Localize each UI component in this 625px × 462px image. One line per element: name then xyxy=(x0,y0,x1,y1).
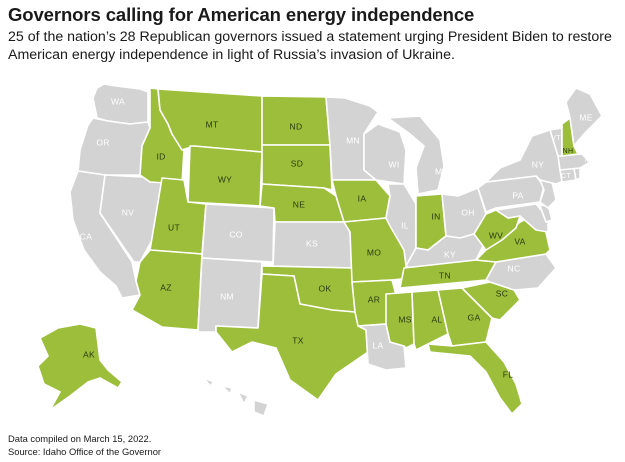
state-md[interactable] xyxy=(495,203,549,233)
state-label-in: IN xyxy=(431,211,440,221)
state-label-md: MD xyxy=(553,226,565,233)
state-label-pa: PA xyxy=(512,190,523,200)
map-title: Governors calling for American energy in… xyxy=(8,4,475,25)
state-fl[interactable] xyxy=(427,341,523,415)
state-label-nd: ND xyxy=(290,121,303,131)
state-label-nv: NV xyxy=(122,207,134,217)
state-label-ms: MS xyxy=(398,314,411,324)
state-label-oh: OH xyxy=(461,207,474,217)
state-label-ak: AK xyxy=(83,349,95,359)
state-label-ct: CT xyxy=(561,173,571,180)
state-label-wy: WY xyxy=(218,174,232,184)
state-tx[interactable] xyxy=(215,273,369,401)
state-label-sc: SC xyxy=(496,288,508,298)
state-label-ok: OK xyxy=(319,283,332,293)
state-label-vt: VT xyxy=(551,135,561,142)
state-me[interactable] xyxy=(565,87,603,147)
state-label-nm: NM xyxy=(220,291,234,301)
source-note: Source: Idaho Office of the Governor xyxy=(8,445,162,457)
state-label-ky: KY xyxy=(444,249,456,259)
state-label-nj: NJ xyxy=(557,203,566,210)
state-label-ia: IA xyxy=(358,193,367,203)
state-wi[interactable] xyxy=(363,123,407,185)
state-label-il: IL xyxy=(401,220,409,230)
state-label-ny: NY xyxy=(532,159,544,169)
state-label-tx: TX xyxy=(292,335,303,345)
state-shapes xyxy=(37,83,603,417)
state-label-la: LA xyxy=(373,340,384,350)
state-label-wa: WA xyxy=(111,96,125,106)
state-or[interactable] xyxy=(77,117,151,176)
state-label-mo: MO xyxy=(367,247,381,257)
state-label-fl: FL xyxy=(503,369,514,379)
state-il[interactable] xyxy=(385,183,417,267)
state-label-hi: HI xyxy=(215,387,224,397)
state-label-mn: MN xyxy=(346,135,360,145)
state-label-ri: RI xyxy=(579,180,587,187)
state-label-mi: MI xyxy=(435,166,445,176)
state-label-sd: SD xyxy=(291,158,303,168)
state-label-nh: NH xyxy=(563,148,574,155)
footer-notes: Data compiled on March 15, 2022. Source:… xyxy=(8,433,161,458)
us-state-map: WA OR CA NV ID MT WY UT AZ CO NM ND SD N… xyxy=(0,76,625,431)
state-wy[interactable] xyxy=(187,145,263,207)
state-label-al: AL xyxy=(432,314,443,324)
state-label-ma: MA xyxy=(584,157,595,164)
state-label-id: ID xyxy=(156,151,165,161)
map-subtitle: 25 of the nation’s 28 Republican governo… xyxy=(8,29,612,63)
state-label-co: CO xyxy=(229,229,242,239)
state-ak[interactable] xyxy=(37,323,123,411)
state-label-or: OR xyxy=(96,137,109,147)
state-ri[interactable] xyxy=(573,167,581,181)
state-label-wi: WI xyxy=(389,159,400,169)
state-labels: WA OR CA NV ID MT WY UT AZ CO NM ND SD N… xyxy=(80,96,595,397)
state-label-me: ME xyxy=(579,112,592,122)
data-date-note: Data compiled on March 15, 2022. xyxy=(8,433,152,444)
state-label-va: VA xyxy=(514,236,525,246)
state-label-ca: CA xyxy=(80,231,92,241)
state-label-ks: KS xyxy=(306,238,318,248)
state-label-az: AZ xyxy=(160,282,171,292)
state-label-de: DE xyxy=(557,215,567,222)
state-mi[interactable] xyxy=(387,115,445,195)
state-label-nc: NC xyxy=(508,263,521,273)
state-label-ne: NE xyxy=(293,199,305,209)
state-label-wv: WV xyxy=(489,230,503,240)
state-label-ga: GA xyxy=(468,312,481,322)
state-sd[interactable] xyxy=(261,144,333,191)
state-hi[interactable] xyxy=(203,377,269,417)
state-label-mt: MT xyxy=(206,119,219,129)
state-label-ar: AR xyxy=(368,294,380,304)
state-label-tn: TN xyxy=(439,270,451,280)
state-label-ut: UT xyxy=(168,222,180,232)
